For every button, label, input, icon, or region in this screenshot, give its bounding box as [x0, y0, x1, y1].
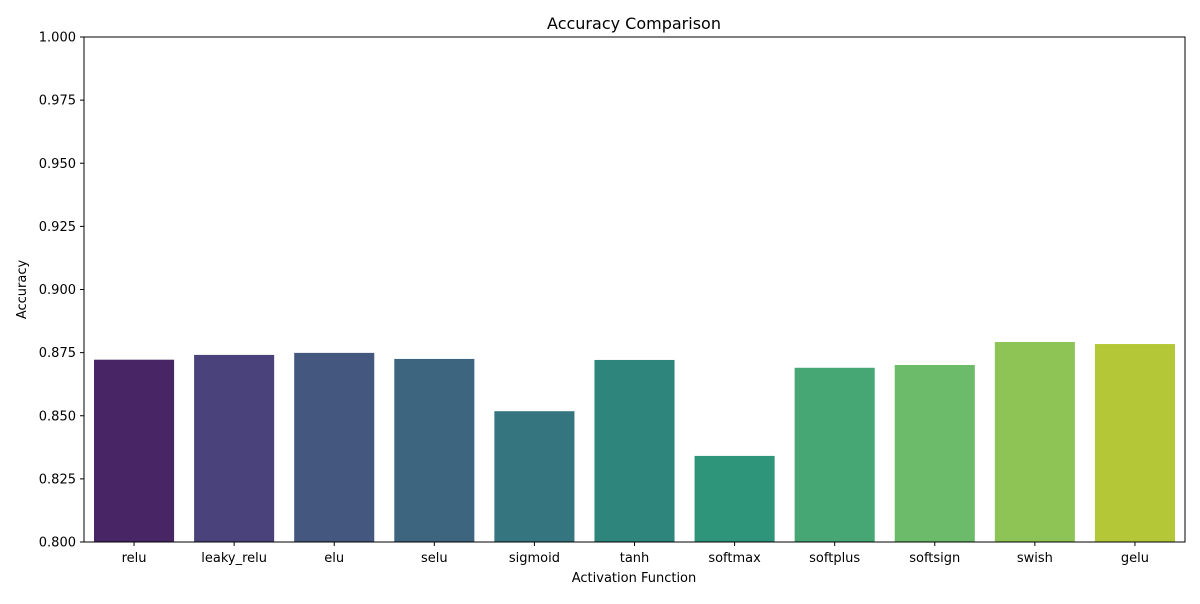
x-tick-label: selu	[421, 551, 448, 566]
y-tick-label: 0.925	[39, 220, 76, 235]
x-tick-label: swish	[1017, 551, 1053, 566]
y-tick-label: 0.975	[39, 94, 76, 109]
x-tick-label: relu	[122, 551, 147, 566]
plot-area	[83, 36, 1186, 543]
bar-softplus	[794, 367, 875, 542]
bar-tanh	[594, 359, 675, 542]
y-axis: 0.800 0.825 0.850 0.875 0.900 0.925 0.950 0.975…	[39, 31, 84, 551]
y-tick-label: 0.875	[39, 346, 76, 361]
y-axis-label: Accuracy	[15, 260, 30, 320]
x-tick-label: leaky_relu	[201, 551, 267, 566]
bar-selu	[394, 358, 475, 542]
x-tick-label: softplus	[809, 551, 860, 566]
x-tick-label: sigmoid	[509, 551, 560, 566]
bar-swish	[994, 342, 1075, 542]
y-tick-label: 0.825	[39, 472, 76, 487]
bar-leaky_relu	[194, 354, 275, 542]
y-tick-label: 0.900	[39, 283, 76, 298]
bar-gelu	[1094, 344, 1175, 542]
bar-softmax	[694, 455, 775, 542]
bar-sigmoid	[494, 411, 575, 542]
y-tick-label: 0.800	[39, 536, 76, 551]
chart-title: Accuracy Comparison	[547, 14, 721, 33]
x-tick-label: elu	[324, 551, 344, 566]
bar-softsign	[894, 364, 975, 542]
x-tick-label: gelu	[1121, 551, 1149, 566]
x-tick-label: softsign	[909, 551, 960, 566]
x-axis-label: Activation Function	[572, 571, 697, 586]
x-tick-label: tanh	[620, 551, 650, 566]
x-tick-label: softmax	[708, 551, 761, 566]
y-tick-label: 0.950	[39, 157, 76, 172]
y-tick-label: 0.850	[39, 409, 76, 424]
x-axis: relu leaky_relu elu selu sigmoid tanh softmax s…	[122, 542, 1149, 566]
y-tick-label: 1.000	[39, 31, 76, 46]
bar-elu	[294, 352, 375, 542]
bar-relu	[94, 359, 175, 542]
